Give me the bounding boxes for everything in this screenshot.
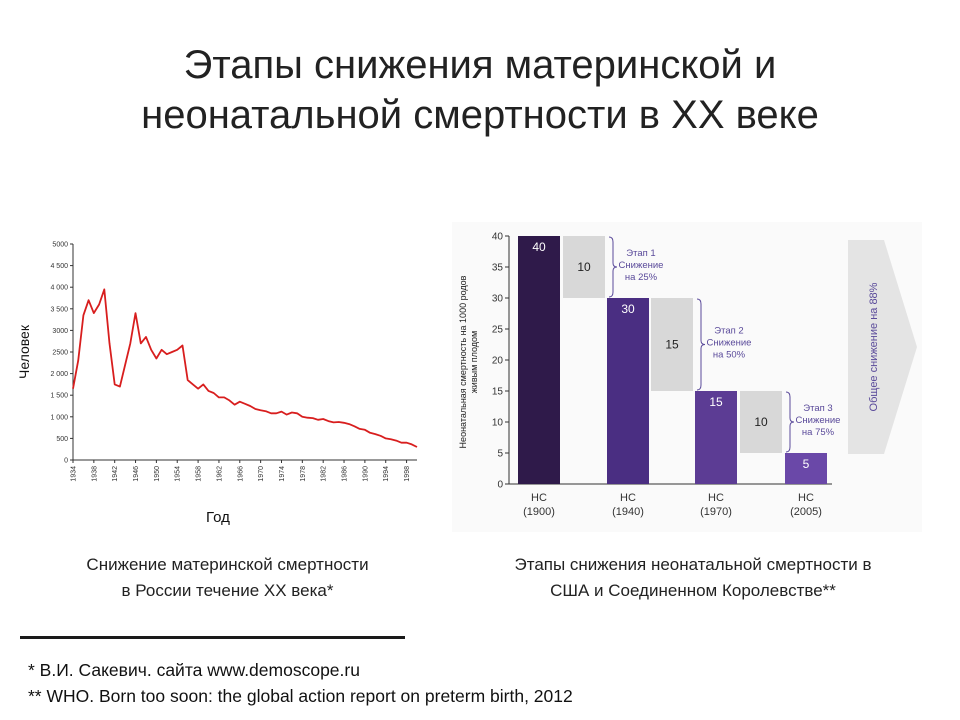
x-tick-label: 1978: [300, 466, 307, 482]
category-label: НС: [531, 492, 547, 504]
bar-value-label: 30: [621, 302, 635, 316]
stage-text: Снижение: [707, 338, 752, 349]
right-caption-line-2: США и Соединенном Королевстве**: [550, 581, 836, 600]
x-tick-label: 1990: [362, 466, 369, 482]
slide-title-line-2: неонатальной смертности в XX веке: [141, 93, 819, 137]
stage-title: Этап 2: [714, 326, 743, 337]
y-tick-label: 5000: [52, 242, 68, 249]
y-tick-label: 1 000: [50, 414, 68, 421]
x-tick-label: 1982: [321, 466, 328, 482]
left-caption-line-2: в России течение XX века*: [121, 581, 334, 600]
y-tick-label: 0: [497, 480, 503, 491]
y-tick-label: 4 500: [50, 263, 68, 270]
y-tick-label: 2500: [52, 350, 68, 357]
reduction-box-3: [740, 391, 782, 453]
y-tick-label: 15: [492, 387, 504, 398]
y-tick-label: 4 000: [50, 285, 68, 292]
y-axis-label-line-1: Неонатальная смертность на 1000 родов: [458, 275, 468, 448]
category-year-label: (1900): [523, 506, 555, 518]
x-tick-label: 1954: [175, 466, 182, 482]
slide-title: Этапы снижения материнской и неонатально…: [40, 40, 920, 140]
reduction-value-label: 10: [754, 415, 768, 429]
maternal-mortality-line-chart: 0 500 1 000 1 500 2 000 2500 3000 3 500 4 000 4 5…: [16, 242, 418, 526]
x-tick-label: 1970: [258, 466, 265, 482]
y-tick-label: 5: [497, 449, 503, 460]
category-label: НС: [708, 492, 724, 504]
x-tick-label: 1962: [216, 466, 223, 482]
x-tick-label: 1938: [91, 466, 98, 482]
x-tick-label: 1958: [196, 466, 203, 482]
stage-percent: на 75%: [802, 427, 835, 438]
x-tick-label: 1934: [71, 466, 78, 482]
x-tick-label: 1966: [237, 466, 244, 482]
footnote-1: * В.И. Сакевич. сайта www.demoscope.ru: [28, 660, 360, 680]
y-tick-label: 35: [492, 263, 504, 274]
reduction-box-2: [651, 298, 693, 391]
footnote-2: ** WHO. Born too soon: the global action…: [28, 686, 573, 706]
y-tick-label: 2 000: [50, 371, 68, 378]
bar-4: [785, 453, 827, 484]
y-tick-label: 3 500: [50, 306, 68, 313]
stage-brace-3: [785, 391, 795, 453]
x-tick-label: 1994: [383, 466, 390, 482]
y-tick-label: 30: [492, 294, 504, 305]
y-tick-label: 25: [492, 325, 504, 336]
stage-brace-1: [608, 236, 618, 298]
x-tick-label: 1946: [133, 466, 140, 482]
y-tick-label: 40: [492, 232, 504, 243]
bar-value-label: 15: [709, 395, 723, 409]
category-year-label: (2005): [790, 506, 822, 518]
bar-value-label: 5: [803, 457, 810, 471]
category-label: НС: [620, 492, 636, 504]
y-tick-label: 20: [492, 356, 504, 367]
left-chart-caption: Снижение материнской смертности в России…: [25, 552, 430, 604]
bar-1: [518, 236, 560, 484]
x-tick-label: 1942: [112, 466, 119, 482]
y-tick-label: 3000: [52, 328, 68, 335]
category-year-label: (1940): [612, 506, 644, 518]
bar-2: [607, 298, 649, 484]
x-tick-label: 1950: [154, 466, 161, 482]
footnote-divider: [20, 636, 405, 639]
category-year-label: (1970): [700, 506, 732, 518]
y-axis-label-line-2: живым плодом: [469, 331, 479, 393]
stage-title: Этап 3: [803, 403, 832, 414]
total-reduction-arrow: [848, 240, 917, 454]
stage-text: Снижение: [619, 260, 664, 271]
x-tick-label: 1974: [279, 466, 286, 482]
stage-text: Снижение: [796, 415, 841, 426]
stage-percent: на 25%: [625, 272, 658, 283]
stage-brace-2: [696, 298, 706, 391]
bar-value-label: 40: [532, 240, 546, 254]
x-axis-label: Год: [206, 509, 230, 526]
bar-3: [695, 391, 737, 484]
stage-percent: на 50%: [713, 350, 746, 361]
right-chart-caption: Этапы снижения неонатальной смертности в…: [448, 552, 938, 604]
total-reduction-label: Общее снижение на 88%: [868, 282, 880, 411]
slide-title-line-1: Этапы снижения материнской и: [183, 43, 777, 87]
y-tick-label: 10: [492, 418, 504, 429]
stage-title: Этап 1: [626, 248, 655, 259]
reduction-box-1: [563, 236, 605, 298]
y-tick-label: 0: [64, 458, 68, 465]
left-caption-line-1: Снижение материнской смертности: [86, 555, 369, 574]
x-tick-label: 1986: [342, 466, 349, 482]
y-tick-label: 1 500: [50, 393, 68, 400]
mortality-series-line: [72, 288, 418, 448]
reduction-value-label: 15: [665, 338, 679, 352]
right-caption-line-1: Этапы снижения неонатальной смертности в: [514, 555, 872, 574]
reduction-value-label: 10: [577, 260, 591, 274]
y-tick-label: 500: [56, 436, 68, 443]
category-label: НС: [798, 492, 814, 504]
x-tick-label: 1998: [404, 466, 411, 482]
neonatal-mortality-stage-chart: 0 5 10 15 20 25 30 35 40 Неонатальная смертность …: [452, 222, 922, 532]
y-axis-label: Человек: [16, 324, 32, 379]
